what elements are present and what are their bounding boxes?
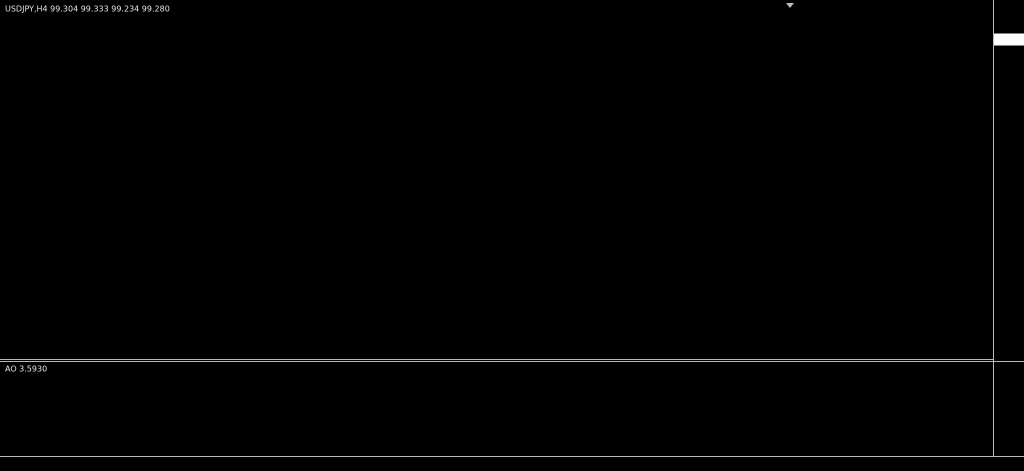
text-layer: USDJPY,H4 99.304 99.333 99.234 99.280 AO…	[5, 5, 1024, 374]
indicator-title: AO 3.5930	[5, 365, 47, 374]
chart-title: USDJPY,H4 99.304 99.333 99.234 99.280	[5, 5, 170, 14]
shift-marker	[786, 3, 794, 8]
last-price-box	[994, 33, 1024, 46]
